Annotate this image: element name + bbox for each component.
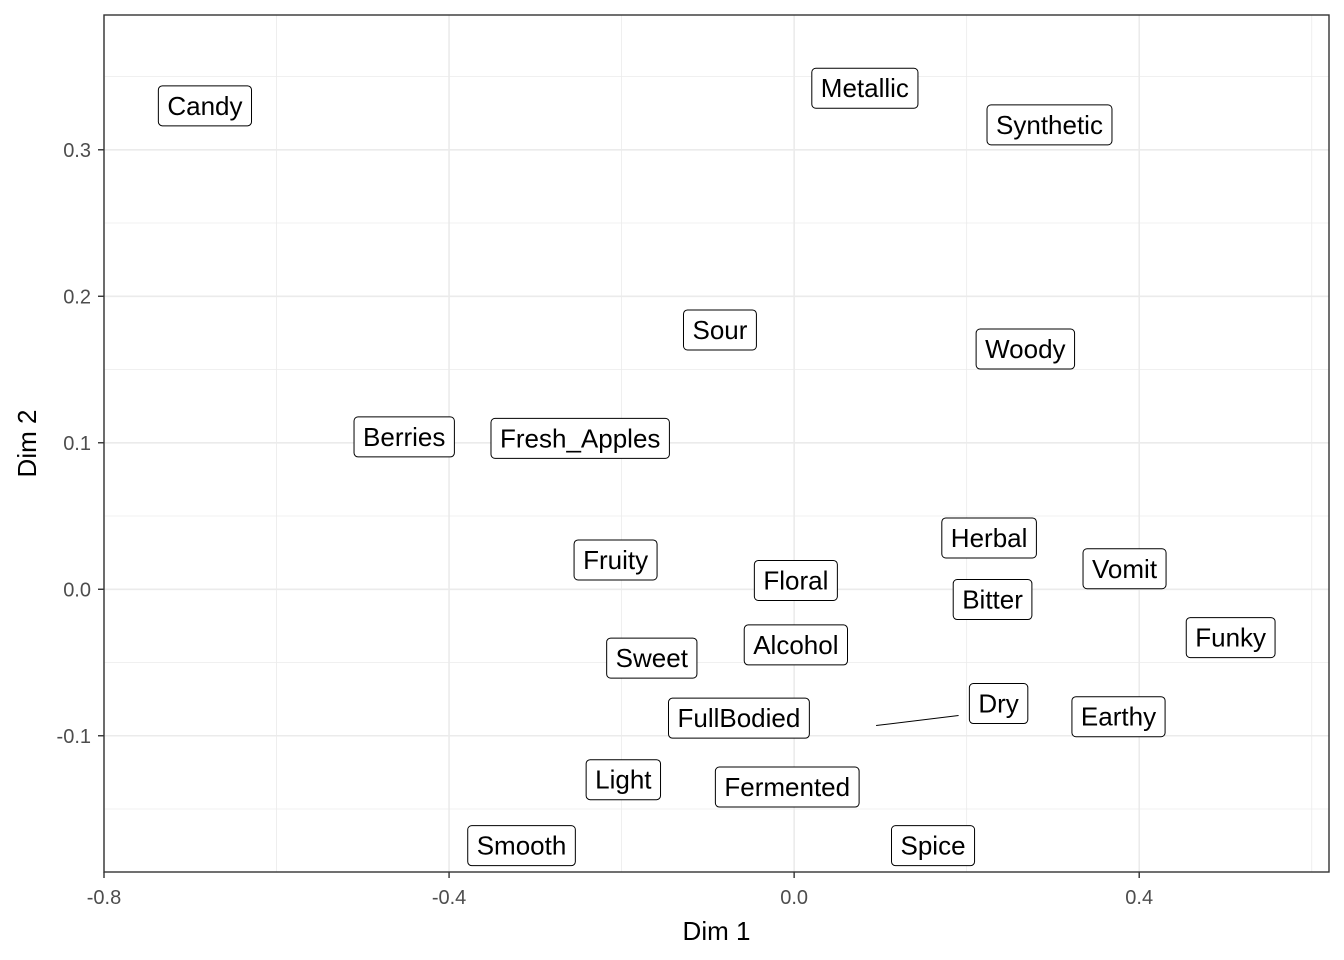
y-tick-label: 0.1 (63, 433, 91, 455)
point-label-bitter: Bitter (952, 579, 1033, 621)
label-text: Metallic (821, 73, 909, 103)
label-text: Bitter (962, 585, 1023, 615)
label-box (682, 309, 757, 351)
point-label-alcohol: Alcohol (743, 624, 849, 666)
label-box (811, 67, 919, 109)
label-text: Floral (763, 565, 828, 595)
point-label-smooth: Smooth (467, 825, 576, 867)
label-text: Sweet (616, 643, 689, 673)
label-text: Woody (985, 334, 1065, 364)
label-box (353, 416, 455, 458)
point-label-berries: Berries (353, 416, 455, 458)
x-tick-label: 0.4 (1125, 887, 1153, 909)
point-label-vomit: Vomit (1082, 548, 1167, 590)
label-box (573, 539, 658, 581)
point-label-candy: Candy (157, 85, 253, 127)
label-box (1082, 548, 1167, 590)
x-axis-title: Dim 1 (683, 916, 751, 946)
point-label-funky: Funky (1185, 617, 1276, 659)
label-box (490, 417, 670, 459)
point-label-fermented: Fermented (714, 766, 860, 808)
point-label-floral: Floral (753, 559, 838, 601)
label-text: Vomit (1092, 554, 1158, 584)
label-box (941, 517, 1037, 559)
label-text: Herbal (951, 523, 1028, 553)
label-text: Fresh_Apples (500, 423, 660, 453)
label-box (714, 766, 860, 808)
label-box (891, 825, 976, 867)
label-box (667, 697, 810, 739)
label-box (1185, 617, 1276, 659)
label-text: Earthy (1081, 702, 1156, 732)
point-label-woody: Woody (975, 328, 1076, 370)
x-tick-label: -0.4 (432, 887, 466, 909)
point-label-herbal: Herbal (941, 517, 1037, 559)
grid-layer (103, 15, 1329, 872)
label-text: FullBodied (677, 703, 800, 733)
point-label-metallic: Metallic (811, 67, 919, 109)
label-box (743, 624, 849, 666)
point-label-spice: Spice (891, 825, 976, 867)
label-connector (876, 715, 959, 727)
y-tick-label: 0.0 (63, 579, 91, 601)
label-box (467, 825, 576, 867)
point-label-light: Light (585, 759, 662, 801)
label-box (753, 559, 838, 601)
point-label-sweet: Sweet (606, 637, 698, 679)
label-box (968, 683, 1029, 725)
x-tick-label: 0.0 (780, 887, 808, 909)
label-text: Funky (1195, 623, 1266, 653)
y-tick-label: 0.2 (63, 286, 91, 308)
label-text: Fermented (724, 772, 850, 802)
label-box (606, 637, 698, 679)
label-text: Smooth (477, 831, 567, 861)
label-box (986, 104, 1113, 146)
label-text: Berries (363, 422, 445, 452)
label-text: Candy (167, 91, 242, 121)
label-text: Alcohol (753, 630, 838, 660)
label-box (975, 328, 1076, 370)
label-text: Synthetic (996, 110, 1103, 140)
label-text: Fruity (583, 545, 648, 575)
label-text: Light (595, 765, 652, 795)
label-box (1071, 696, 1166, 738)
y-tick-label: 0.3 (63, 140, 91, 162)
point-label-earthy: Earthy (1071, 696, 1166, 738)
label-text: Spice (901, 831, 966, 861)
point-label-dry: Dry (876, 683, 1029, 727)
label-box (952, 579, 1033, 621)
point-label-fresh-apples: Fresh_Apples (490, 417, 670, 459)
y-axis-title: Dim 2 (12, 410, 42, 478)
labels-layer: Candy Metallic Synthetic Sour Woody Berries Fr… (157, 67, 1276, 867)
label-text: Dry (978, 689, 1018, 719)
axes-layer: -0.8 -0.4 0.0 0.4 -0.1 0.0 0.1 0.2 0.3 (57, 140, 1154, 909)
panel-border (103, 14, 1330, 873)
point-label-sour: Sour (682, 309, 757, 351)
x-tick-label: -0.8 (87, 887, 121, 909)
point-label-synthetic: Synthetic (986, 104, 1113, 146)
y-tick-label: -0.1 (57, 726, 91, 748)
label-text: Sour (692, 315, 747, 345)
point-label-fullbodied: FullBodied (667, 697, 810, 739)
label-box (157, 85, 253, 127)
point-label-fruity: Fruity (573, 539, 658, 581)
label-box (585, 759, 662, 801)
